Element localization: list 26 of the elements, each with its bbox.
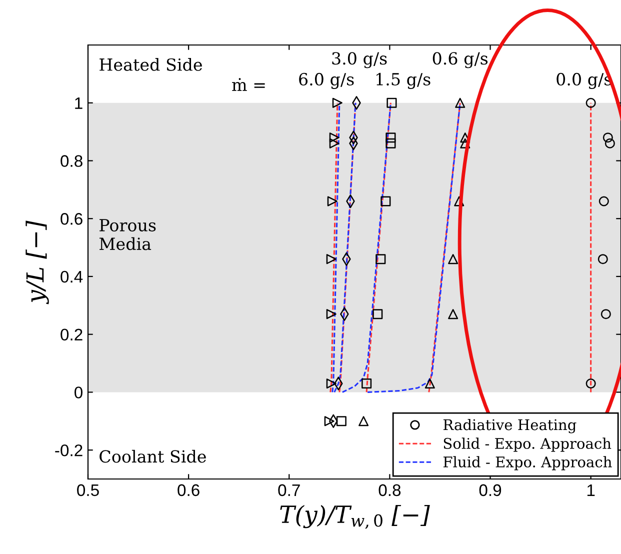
x-tick-label: 0.5: [77, 484, 99, 496]
y-tick-label: 0.4: [60, 270, 83, 283]
annotation: ṁ =: [232, 78, 265, 91]
legend-label: Fluid - Expo. Approach: [443, 456, 612, 470]
y-tick-label: -0.2: [55, 444, 82, 456]
annotation: Coolant Side: [100, 450, 206, 463]
annotation: 3.0 g/s: [332, 52, 387, 68]
x-tick-label: 0.7: [278, 484, 300, 496]
annotation: 1.5 g/s: [376, 72, 430, 89]
y-axis-title: y/L [−]: [26, 220, 49, 304]
y-tick-label: 0.2: [60, 328, 82, 341]
legend-label: Solid - Expo. Approach: [444, 438, 612, 452]
annotation: Porous Media: [99, 219, 156, 250]
x-tick-label: 1: [587, 484, 595, 496]
legend-label: Radiative Heating: [443, 418, 576, 434]
y-tick-label: 1: [75, 97, 82, 109]
x-tick-label: 0.9: [479, 484, 502, 496]
y-tick-label: 0.8: [60, 155, 82, 167]
x-axis-title: T(y)/T$_{w,0}$ [−]: [280, 504, 430, 529]
y-tick-label: 0: [74, 386, 82, 398]
annotation: 6.0 g/s: [299, 72, 354, 89]
x-tick-label: 0.6: [178, 484, 200, 496]
annotation: Heated Side: [100, 58, 202, 71]
annotation: 0.6 g/s: [432, 52, 488, 68]
y-tick-label: 0.6: [60, 213, 82, 225]
x-tick-label: 0.8: [378, 484, 401, 496]
